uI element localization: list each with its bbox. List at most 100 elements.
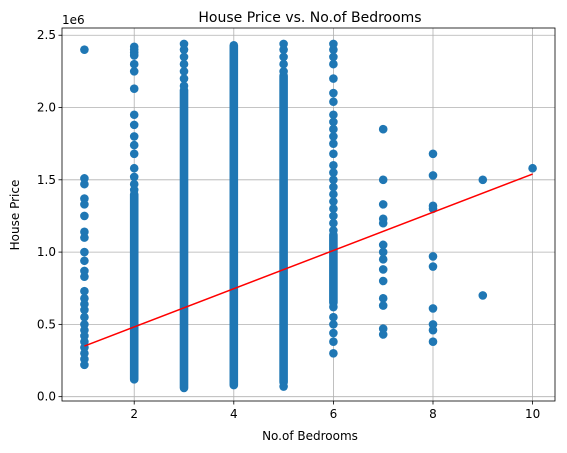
data-point [129, 51, 139, 60]
x-tick-label: 10 [525, 407, 540, 421]
data-point [329, 161, 338, 170]
data-point [80, 233, 89, 242]
data-point [329, 211, 338, 221]
data-point [329, 175, 338, 185]
trendline-layer [84, 173, 533, 347]
data-point [129, 59, 139, 69]
x-tick-label: 6 [330, 407, 338, 421]
data-point [428, 149, 438, 159]
data-point [129, 110, 139, 120]
data-point [129, 132, 139, 141]
data-point [378, 124, 388, 134]
data-point [80, 211, 89, 221]
data-point [329, 197, 338, 206]
data-point [279, 67, 288, 76]
y-tick-label: 1.0 [37, 245, 56, 259]
x-tick-label: 8 [429, 407, 437, 421]
data-point [378, 247, 388, 257]
data-point [80, 312, 89, 322]
data-point [428, 171, 438, 180]
data-point [129, 185, 139, 195]
data-point [279, 59, 288, 69]
x-tick-label: 4 [230, 407, 238, 421]
data-point [378, 240, 388, 250]
data-point [378, 218, 388, 228]
data-point [428, 337, 438, 347]
data-point [478, 175, 488, 185]
data-point [279, 45, 288, 54]
x-axis-label: No.of Bedrooms [262, 429, 358, 443]
data-point [329, 74, 338, 83]
data-point [179, 67, 189, 76]
data-point [378, 175, 388, 185]
data-point [378, 294, 388, 303]
y-axis-offset-label: 1e6 [62, 13, 85, 27]
data-point [329, 218, 338, 228]
data-point [329, 117, 338, 127]
data-point [129, 67, 139, 76]
data-point [378, 265, 388, 274]
data-point [329, 348, 338, 358]
data-point [329, 124, 338, 134]
trendline [84, 173, 533, 347]
data-point [329, 312, 338, 322]
data-point [179, 74, 189, 83]
data-point [378, 330, 388, 339]
data-point [80, 360, 89, 370]
data-point [80, 200, 89, 209]
data-point [279, 52, 288, 62]
data-point [329, 302, 338, 312]
data-point [329, 59, 338, 69]
data-point [179, 45, 189, 54]
data-point [428, 252, 438, 261]
data-point [428, 325, 438, 335]
axis-ticks: 2 4 6 8 10 0.0 0.5 1.0 1.5 2.0 2.5 [37, 28, 540, 421]
y-tick-label: 2.0 [37, 101, 56, 115]
y-tick-label: 0.5 [37, 317, 56, 331]
data-point [80, 256, 89, 266]
data-point [329, 45, 338, 54]
y-axis-label: House Price [8, 180, 22, 251]
data-point [80, 272, 89, 281]
data-point [329, 320, 338, 329]
data-point [378, 200, 388, 209]
data-point [329, 328, 338, 338]
data-point [329, 149, 338, 159]
data-point [528, 163, 537, 173]
data-point [478, 291, 488, 300]
data-point [329, 226, 338, 235]
data-point [279, 382, 288, 391]
y-tick-label: 2.5 [37, 28, 56, 42]
y-tick-label: 0.0 [37, 390, 56, 404]
data-point [329, 139, 338, 148]
data-point [179, 52, 189, 62]
data-point [428, 304, 438, 313]
data-point [329, 110, 338, 120]
data-point [428, 262, 438, 271]
data-point [378, 255, 388, 264]
data-point [329, 189, 338, 199]
x-tick-label: 2 [130, 407, 138, 421]
chart-title: House Price vs. No.of Bedrooms [198, 10, 421, 26]
data-point [80, 45, 89, 54]
data-point [129, 163, 139, 173]
data-point [179, 81, 189, 91]
scatter-points [80, 39, 537, 393]
data-point [378, 301, 388, 310]
data-point [329, 132, 338, 141]
data-point [129, 120, 139, 130]
data-point [329, 168, 338, 177]
data-point [378, 276, 388, 286]
y-tick-label: 1.5 [37, 173, 56, 187]
data-point [80, 179, 89, 189]
data-point [329, 88, 338, 98]
data-point [129, 149, 139, 159]
data-point [329, 204, 338, 214]
data-point [329, 97, 338, 107]
data-point [179, 59, 189, 69]
data-point [329, 52, 338, 62]
data-point [329, 337, 338, 347]
axes-frame [61, 27, 556, 402]
data-point [129, 84, 139, 94]
